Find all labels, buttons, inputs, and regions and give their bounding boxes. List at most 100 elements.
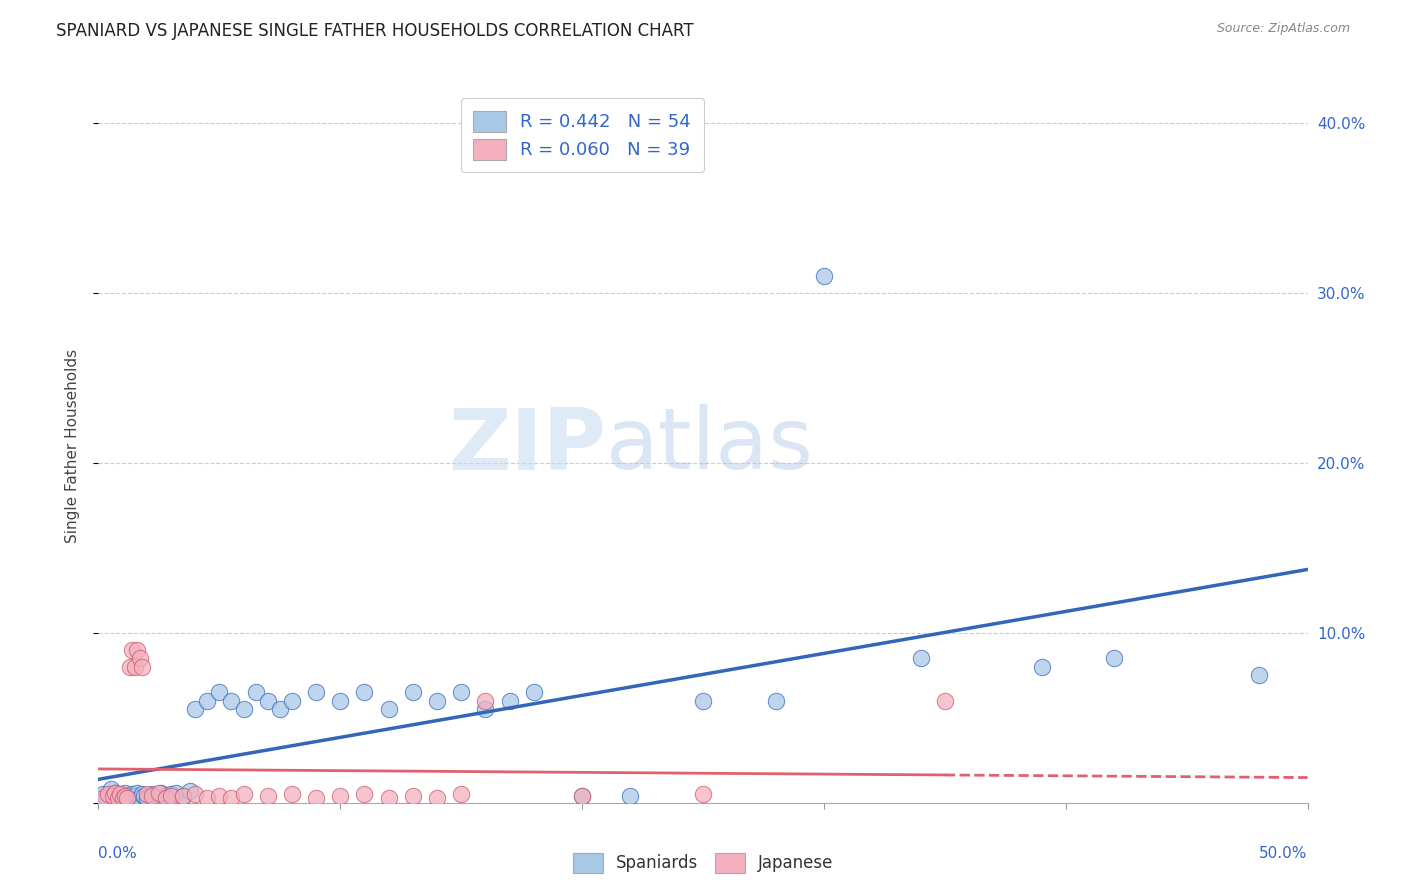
- Point: [498, 694, 520, 708]
- Point: [114, 786, 136, 800]
- Point: [108, 787, 131, 801]
- Point: [117, 789, 139, 803]
- Point: [108, 787, 131, 801]
- Point: [172, 789, 194, 803]
- Point: [141, 787, 163, 801]
- Point: [813, 269, 835, 284]
- Point: [269, 702, 291, 716]
- Point: [101, 789, 124, 803]
- Point: [571, 789, 593, 803]
- Point: [305, 790, 328, 805]
- Y-axis label: Single Father Households: Single Father Households: [65, 349, 80, 543]
- Point: [232, 702, 254, 716]
- Point: [107, 790, 129, 805]
- Point: [165, 786, 187, 800]
- Point: [184, 702, 207, 716]
- Point: [160, 789, 183, 803]
- Point: [179, 784, 201, 798]
- Point: [402, 789, 425, 803]
- Point: [127, 643, 149, 657]
- Point: [131, 787, 153, 801]
- Point: [208, 685, 231, 699]
- Text: 50.0%: 50.0%: [1260, 846, 1308, 861]
- Legend: R = 0.442   N = 54, R = 0.060   N = 39: R = 0.442 N = 54, R = 0.060 N = 39: [461, 98, 703, 172]
- Text: SPANIARD VS JAPANESE SINGLE FATHER HOUSEHOLDS CORRELATION CHART: SPANIARD VS JAPANESE SINGLE FATHER HOUSE…: [56, 22, 695, 40]
- Point: [124, 789, 146, 803]
- Point: [232, 787, 254, 801]
- Point: [450, 787, 472, 801]
- Point: [101, 789, 124, 803]
- Point: [523, 685, 546, 699]
- Point: [353, 685, 375, 699]
- Point: [134, 789, 156, 803]
- Point: [127, 786, 149, 800]
- Point: [426, 790, 449, 805]
- Point: [131, 660, 153, 674]
- Point: [450, 685, 472, 699]
- Point: [934, 694, 956, 708]
- Point: [172, 789, 194, 803]
- Point: [474, 694, 496, 708]
- Point: [329, 694, 352, 708]
- Point: [256, 789, 278, 803]
- Point: [305, 685, 328, 699]
- Point: [329, 789, 352, 803]
- Point: [221, 790, 243, 805]
- Point: [118, 660, 141, 674]
- Point: [692, 787, 714, 801]
- Point: [121, 643, 143, 657]
- Point: [353, 787, 375, 801]
- Text: 0.0%: 0.0%: [98, 846, 138, 861]
- Point: [128, 790, 150, 805]
- Point: [571, 789, 593, 803]
- Point: [135, 790, 157, 805]
- Text: atlas: atlas: [606, 404, 814, 488]
- Point: [619, 789, 641, 803]
- Point: [128, 651, 150, 665]
- Point: [94, 790, 117, 805]
- Point: [117, 790, 139, 805]
- Point: [281, 787, 304, 801]
- Point: [150, 786, 173, 800]
- Point: [195, 694, 218, 708]
- Point: [910, 651, 932, 665]
- Point: [141, 789, 163, 803]
- Point: [155, 790, 177, 805]
- Point: [148, 786, 170, 800]
- Point: [1102, 651, 1125, 665]
- Legend: Spaniards, Japanese: Spaniards, Japanese: [565, 847, 841, 880]
- Point: [1249, 668, 1271, 682]
- Point: [121, 787, 143, 801]
- Point: [118, 790, 141, 805]
- Point: [281, 694, 304, 708]
- Point: [104, 786, 127, 800]
- Text: Source: ZipAtlas.com: Source: ZipAtlas.com: [1216, 22, 1350, 36]
- Point: [111, 792, 134, 806]
- Point: [474, 702, 496, 716]
- Point: [91, 787, 114, 801]
- Point: [104, 786, 127, 800]
- Point: [97, 787, 120, 801]
- Text: ZIP: ZIP: [449, 404, 606, 488]
- Point: [145, 789, 167, 803]
- Point: [195, 790, 218, 805]
- Point: [256, 694, 278, 708]
- Point: [124, 660, 146, 674]
- Point: [135, 787, 157, 801]
- Point: [155, 789, 177, 803]
- Point: [100, 782, 122, 797]
- Point: [107, 790, 129, 805]
- Point: [91, 790, 114, 805]
- Point: [692, 694, 714, 708]
- Point: [402, 685, 425, 699]
- Point: [111, 790, 134, 805]
- Point: [765, 694, 787, 708]
- Point: [377, 790, 399, 805]
- Point: [160, 787, 183, 801]
- Point: [184, 787, 207, 801]
- Point: [221, 694, 243, 708]
- Point: [114, 789, 136, 803]
- Point: [377, 702, 399, 716]
- Point: [245, 685, 267, 699]
- Point: [1031, 660, 1053, 674]
